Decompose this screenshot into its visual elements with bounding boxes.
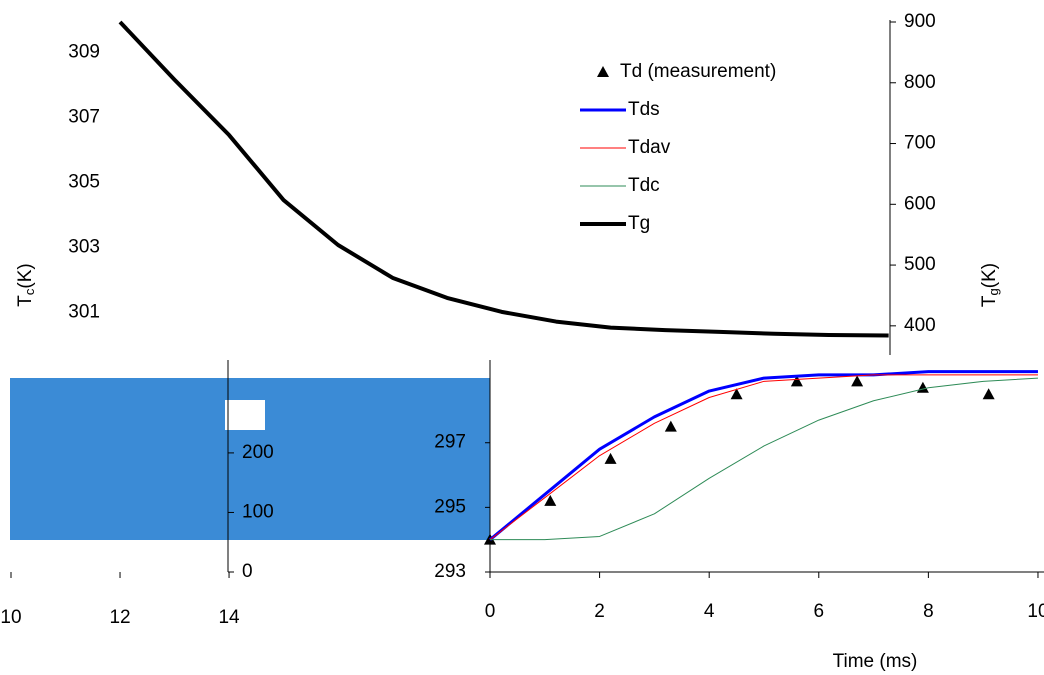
y2-tick-label: 400 <box>904 315 936 336</box>
series-line <box>118 20 889 338</box>
legend-label: Tdc <box>628 175 660 196</box>
data-point <box>544 494 557 506</box>
legend-marker <box>597 66 609 77</box>
legend-label: Tg <box>628 213 650 234</box>
axis-label: Tg(K) <box>979 263 1001 307</box>
legend-label: Tdav <box>628 137 671 158</box>
data-point <box>851 375 864 387</box>
y-tick-label: 303 <box>68 237 100 258</box>
axis-label-unit: (K) <box>979 263 1000 288</box>
data-point <box>604 452 617 464</box>
x-tick-label: 10 <box>0 607 21 628</box>
y-tick-label: 295 <box>434 496 466 517</box>
y-tick-label: 309 <box>68 42 100 63</box>
legend-label: Tds <box>628 99 660 120</box>
x-tick-label: 12 <box>109 607 130 628</box>
legend-label: Td (measurement) <box>620 61 776 82</box>
y2-tick-label: 700 <box>904 133 936 154</box>
axis-label-main: T <box>15 295 36 307</box>
y2-tick-label: 200 <box>242 442 274 463</box>
axis-label-unit: (K) <box>15 263 36 288</box>
series-line <box>490 377 1038 541</box>
x-tick-label: 6 <box>813 601 824 622</box>
x-tick-label: 4 <box>704 601 715 622</box>
y2-tick-label: 800 <box>904 72 936 93</box>
data-point <box>664 420 677 432</box>
y2-tick-label: 100 <box>242 501 274 522</box>
axis-label-main: T <box>979 295 1000 307</box>
series-line <box>489 370 1038 541</box>
series-line <box>489 374 1038 541</box>
x-tick-label: 14 <box>218 607 240 628</box>
y2-tick-label: 500 <box>904 254 936 275</box>
data-point <box>982 388 995 400</box>
y-tick-label: 297 <box>434 432 466 453</box>
data-point <box>730 388 743 400</box>
axis-label-sub: c <box>22 288 37 295</box>
x-tick-label: 8 <box>923 601 934 622</box>
y-tick-label: 307 <box>68 107 100 128</box>
axis-label: Tc(K) <box>15 263 37 306</box>
background-artifact <box>225 400 265 430</box>
y-tick-label: 305 <box>68 172 100 193</box>
y2-tick-label: 900 <box>904 11 936 32</box>
y2-tick-label: 600 <box>904 193 936 214</box>
y-tick-label: 301 <box>68 302 100 323</box>
axis-label-sub: g <box>986 288 1001 295</box>
y-tick-label: 293 <box>434 561 466 582</box>
data-point <box>790 375 803 387</box>
y2-tick-label: 0 <box>242 561 253 582</box>
x-tick-label: 2 <box>594 601 605 622</box>
x-tick-label: 10 <box>1027 601 1044 622</box>
x-axis-label: Time (ms) <box>833 651 918 672</box>
data-point <box>916 381 929 393</box>
x-tick-label: 0 <box>485 601 496 622</box>
